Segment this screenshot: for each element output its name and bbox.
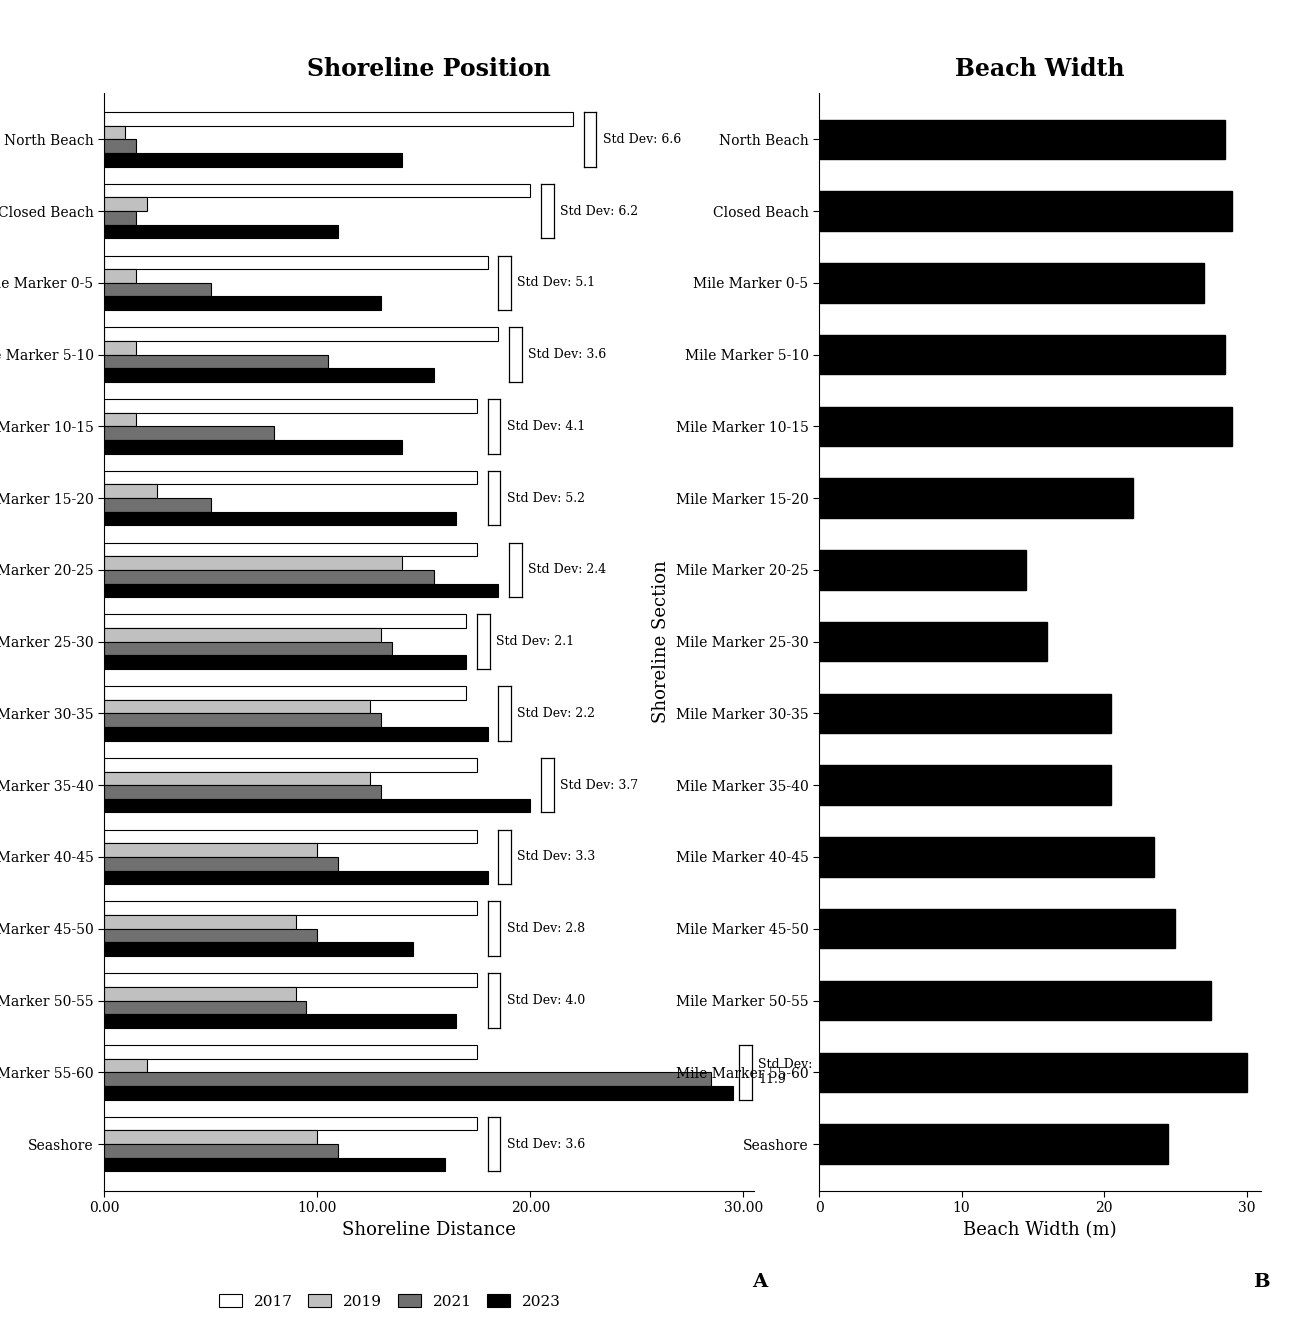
- Bar: [104, 871, 488, 884]
- Text: Std Dev: 2.2: Std Dev: 2.2: [517, 706, 595, 720]
- Bar: [104, 987, 296, 1000]
- Bar: [819, 693, 1112, 733]
- Bar: [104, 426, 274, 441]
- Bar: [819, 192, 1232, 230]
- Text: Std Dev: 2.4: Std Dev: 2.4: [528, 564, 606, 577]
- Bar: [104, 441, 403, 454]
- Bar: [104, 296, 381, 310]
- Bar: [104, 255, 488, 269]
- Bar: [104, 283, 211, 296]
- Bar: [104, 728, 488, 741]
- Text: Std Dev: 6.6: Std Dev: 6.6: [603, 132, 681, 146]
- Bar: [104, 785, 381, 799]
- Text: Std Dev: 5.1: Std Dev: 5.1: [517, 277, 595, 290]
- Bar: [104, 269, 136, 283]
- Bar: [819, 263, 1204, 303]
- Bar: [104, 1117, 477, 1130]
- Bar: [104, 542, 477, 556]
- Bar: [104, 471, 477, 484]
- Bar: [104, 916, 296, 929]
- Bar: [104, 184, 530, 197]
- Bar: [104, 139, 136, 153]
- Bar: [819, 335, 1226, 374]
- Bar: [819, 550, 1026, 590]
- Text: Std Dev: 6.2: Std Dev: 6.2: [560, 205, 638, 217]
- Bar: [104, 614, 467, 628]
- Bar: [104, 901, 477, 916]
- Bar: [104, 1086, 733, 1099]
- Bar: [819, 479, 1132, 517]
- X-axis label: Beach Width (m): Beach Width (m): [963, 1221, 1117, 1238]
- Bar: [104, 857, 338, 871]
- Bar: [104, 197, 147, 212]
- Bar: [104, 799, 530, 812]
- Bar: [104, 642, 391, 655]
- Bar: [104, 112, 573, 126]
- Bar: [104, 974, 477, 987]
- Bar: [104, 225, 338, 238]
- Y-axis label: Shoreline Section: Shoreline Section: [653, 560, 671, 724]
- Text: B: B: [1253, 1273, 1270, 1291]
- Bar: [104, 341, 136, 355]
- Bar: [819, 406, 1232, 446]
- Bar: [104, 583, 498, 597]
- Bar: [104, 1072, 711, 1086]
- Bar: [104, 212, 136, 225]
- Bar: [819, 1053, 1247, 1091]
- Text: Std Dev: 4.0: Std Dev: 4.0: [507, 994, 585, 1007]
- Bar: [819, 766, 1112, 804]
- Bar: [104, 484, 157, 499]
- Bar: [819, 980, 1212, 1020]
- Bar: [104, 1058, 147, 1072]
- Text: Std Dev: 3.7: Std Dev: 3.7: [560, 779, 638, 791]
- Bar: [104, 556, 403, 570]
- Bar: [104, 512, 455, 525]
- Bar: [104, 929, 317, 942]
- Bar: [104, 771, 370, 785]
- Bar: [104, 713, 381, 728]
- Legend: 2017, 2019, 2021, 2023: 2017, 2019, 2021, 2023: [218, 1294, 562, 1308]
- Bar: [104, 628, 381, 642]
- Bar: [819, 1125, 1169, 1164]
- Bar: [104, 126, 125, 139]
- Bar: [104, 1045, 477, 1058]
- Bar: [104, 758, 477, 771]
- Text: Std Dev: 4.1: Std Dev: 4.1: [507, 419, 585, 433]
- Bar: [104, 942, 413, 957]
- Bar: [104, 499, 211, 512]
- Bar: [104, 687, 467, 700]
- Text: Std Dev: 3.6: Std Dev: 3.6: [507, 1138, 585, 1151]
- Bar: [104, 153, 403, 167]
- Bar: [104, 368, 434, 382]
- Text: A: A: [751, 1273, 767, 1291]
- X-axis label: Shoreline Distance: Shoreline Distance: [342, 1221, 516, 1238]
- Title: Beach Width: Beach Width: [956, 57, 1124, 81]
- Bar: [104, 327, 498, 341]
- Bar: [819, 622, 1046, 662]
- Title: Shoreline Position: Shoreline Position: [307, 57, 551, 81]
- Text: Std Dev: 5.2: Std Dev: 5.2: [507, 492, 585, 504]
- Bar: [104, 1158, 445, 1171]
- Text: Std Dev: 3.6: Std Dev: 3.6: [528, 348, 606, 361]
- Bar: [104, 1144, 338, 1158]
- Text: Std Dev: 3.3: Std Dev: 3.3: [517, 851, 595, 864]
- Bar: [104, 355, 328, 368]
- Bar: [819, 119, 1226, 159]
- Bar: [104, 655, 467, 669]
- Bar: [104, 830, 477, 843]
- Text: Std Dev: 2.1: Std Dev: 2.1: [497, 635, 575, 648]
- Bar: [819, 837, 1154, 877]
- Bar: [104, 843, 317, 857]
- Bar: [104, 1000, 307, 1015]
- Bar: [104, 1015, 455, 1028]
- Bar: [104, 570, 434, 583]
- Text: Std Dev:
11.9: Std Dev: 11.9: [758, 1058, 812, 1086]
- Bar: [104, 413, 136, 426]
- Text: Std Dev: 2.8: Std Dev: 2.8: [507, 922, 585, 935]
- Bar: [104, 700, 370, 713]
- Bar: [819, 909, 1175, 949]
- Bar: [104, 1130, 317, 1144]
- Bar: [104, 400, 477, 413]
